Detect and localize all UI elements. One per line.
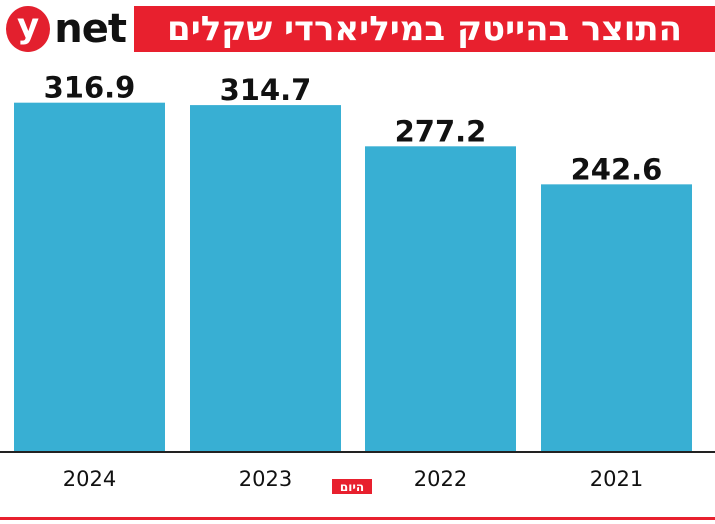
bar-2022 [365,146,516,451]
tick-label-2023: 2023 [239,467,292,491]
data-label-2021: 242.6 [571,152,663,186]
ynet-logo: y net [6,4,127,54]
tick-label-2024: 2024 [63,467,116,491]
chart-title: התוצר בהייטק במיליארדי שקלים [134,6,715,52]
tick-label-2021: 2021 [590,467,643,491]
bar-2021 [541,184,692,451]
data-label-2022: 277.2 [395,114,487,148]
data-label-2023: 314.7 [220,73,312,107]
logo-circle: y [6,6,51,52]
bottom-rule [0,517,715,520]
bar-2023 [190,105,341,452]
source-badge: היום [332,479,372,494]
tick-label-2022: 2022 [414,467,467,491]
logo-word: net [54,6,127,52]
header: y net התוצר בהייטק במיליארדי שקלים [0,0,715,58]
data-label-2024: 316.9 [44,71,136,105]
bar-2024 [14,102,165,451]
